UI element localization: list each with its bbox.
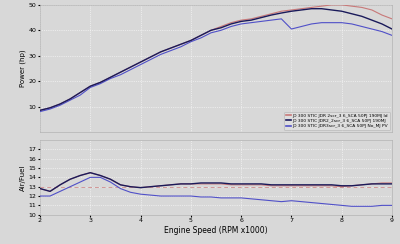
X-axis label: Engine Speed (RPM x1000): Engine Speed (RPM x1000): [164, 226, 268, 235]
Y-axis label: Air/Fuel: Air/Fuel: [20, 164, 26, 191]
Legend: JD 300 STIC JDR 2scr_3 6_SCA 50PJ 190MJ Id, JD 300 STIC JDR2_2scr_3 6_SCA 50PJ 1: JD 300 STIC JDR 2scr_3 6_SCA 50PJ 190MJ …: [284, 112, 390, 130]
Y-axis label: Power (hp): Power (hp): [19, 50, 26, 87]
